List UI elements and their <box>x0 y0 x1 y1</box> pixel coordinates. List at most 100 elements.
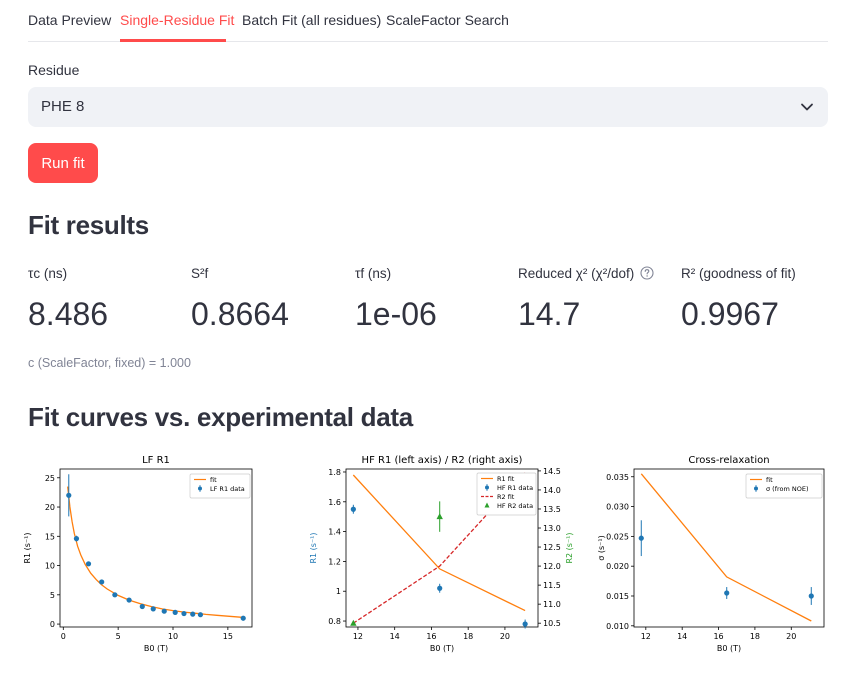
y-tick-label: 0 <box>50 620 55 629</box>
y-tick-label: 15 <box>45 532 55 541</box>
question-circle-icon[interactable] <box>640 266 654 280</box>
lf-r1-data-point <box>112 592 118 598</box>
metric-r2: R² (goodness of fit) 0.9967 <box>681 264 796 333</box>
active-tab-indicator <box>120 39 226 42</box>
y-tick-label: 1.6 <box>328 498 341 507</box>
fit-results-heading: Fit results <box>28 210 149 240</box>
tab-data-preview[interactable]: Data Preview <box>28 12 112 28</box>
metric-value: 8.486 <box>28 296 109 332</box>
legend-label: σ (from NOE) <box>766 485 809 493</box>
chevron-down-icon <box>801 103 813 111</box>
lf-r1-data-point <box>73 536 80 542</box>
legend-box <box>745 473 823 499</box>
metric-tau-c: τc (ns) 8.486 <box>28 264 108 333</box>
y-right-axis-label: R2 (s⁻¹) <box>565 532 574 563</box>
legend-label: LF R1 data <box>210 485 245 493</box>
metric-label: R² (goodness of fit) <box>681 265 796 281</box>
tab-batch-fit[interactable]: Batch Fit (all residues) <box>242 12 382 28</box>
y-right-tick-label: 11.0 <box>543 600 561 609</box>
lf-r1-data-point <box>197 612 204 618</box>
tab-scalefactor-search[interactable]: ScaleFactor Search <box>386 12 509 28</box>
y-right-tick-label: 14.0 <box>543 486 561 495</box>
x-tick-label: 16 <box>426 632 436 641</box>
y-axis-label: R1 (s⁻¹) <box>23 532 32 563</box>
x-tick-label: 14 <box>677 632 687 641</box>
x-tick-label: 5 <box>116 632 121 641</box>
y-right-tick-label: 13.5 <box>543 505 561 514</box>
x-axis-label: B0 (T) <box>144 644 168 653</box>
y-tick-label: 5 <box>50 591 55 600</box>
y-tick-label: 0.035 <box>606 473 629 482</box>
lf-r1-data-point <box>66 492 72 498</box>
x-tick-label: 18 <box>750 632 760 641</box>
metric-label: τc (ns) <box>28 265 68 281</box>
metric-reduced-chi2: Reduced χ² (χ²/dof) 14.7 <box>518 264 654 333</box>
metric-tau-f: τf (ns) 1e-06 <box>355 264 437 333</box>
tab-bar: Data Preview Single-Residue Fit Batch Fi… <box>28 0 828 42</box>
x-tick-label: 12 <box>353 632 363 641</box>
lf-r1-data-point <box>172 609 178 615</box>
lf-r1-data-point <box>150 606 156 612</box>
y-tick-label: 1.4 <box>328 528 341 537</box>
y-right-tick-label: 13.0 <box>543 524 561 533</box>
metric-value: 0.9967 <box>681 296 779 332</box>
y-tick-label: 0.010 <box>606 622 629 631</box>
legend-marker-swatch <box>198 486 202 491</box>
y-right-tick-label: 10.5 <box>543 619 561 628</box>
legend-box <box>476 472 537 516</box>
x-tick-label: 15 <box>223 632 233 641</box>
residue-select[interactable]: PHE 8 <box>28 87 828 127</box>
metric-label: Reduced χ² (χ²/dof) <box>518 265 635 281</box>
x-tick-label: 12 <box>641 632 651 641</box>
lf-r1-data-point <box>99 579 105 585</box>
fit-curves-heading: Fit curves vs. experimental data <box>28 402 413 432</box>
lf-r1-data-point <box>240 615 246 621</box>
chart-title: LF R1 <box>142 455 170 466</box>
legend-label: HF R2 data <box>497 502 533 510</box>
lf-r1-data-point <box>139 603 145 610</box>
tab-single-residue-fit[interactable]: Single-Residue Fit <box>120 12 235 28</box>
x-axis-label: B0 (T) <box>717 644 741 653</box>
legend-marker-swatch <box>484 502 490 508</box>
y-tick-label: 1 <box>336 587 341 596</box>
y-tick-label: 1.2 <box>328 557 341 566</box>
residue-select-value: PHE 8 <box>41 98 85 115</box>
lf-r1-data-point <box>181 610 187 617</box>
lf-r1-data-point <box>85 561 92 567</box>
x-tick-label: 14 <box>390 632 400 641</box>
chart-hf-r1-r2-svg: HF R1 (left axis) / R2 (right axis) 12 14 1… <box>309 455 574 653</box>
scalefactor-caption: c (ScaleFactor, fixed) = 1.000 <box>28 356 191 370</box>
metric-value: 1e-06 <box>355 296 437 332</box>
residue-label: Residue <box>28 62 80 78</box>
sigma-fit-line <box>640 473 812 622</box>
lf-r1-data-point <box>190 611 196 617</box>
chart-title: Cross-relaxation <box>688 455 769 466</box>
x-tick-label: 18 <box>463 632 473 641</box>
metric-label: τf (ns) <box>355 265 392 281</box>
legend-label: R1 fit <box>497 475 515 483</box>
y-tick-label: 0.030 <box>606 503 629 512</box>
metric-s2f: S²f 0.8664 <box>191 264 289 333</box>
y-axis-label: σ (s⁻¹) <box>597 535 606 560</box>
sigma-data-point <box>724 590 730 596</box>
y-tick-label: 25 <box>45 474 55 483</box>
y-right-tick-label: 11.5 <box>543 581 561 590</box>
y-tick-label: 1.8 <box>328 468 341 477</box>
y-right-tick-label: 14.5 <box>543 467 561 476</box>
hf-r2-data-point <box>350 619 357 626</box>
sigma-data-point <box>638 535 644 541</box>
legend-label: HF R1 data <box>497 484 533 492</box>
legend-marker-swatch <box>754 486 758 491</box>
x-tick-label: 0 <box>61 632 66 641</box>
legend-marker-swatch <box>485 485 489 490</box>
x-tick-label: 20 <box>500 632 510 641</box>
y-tick-label: 10 <box>45 562 55 571</box>
metric-value: 0.8664 <box>191 296 289 332</box>
y-right-tick-label: 12.0 <box>543 562 561 571</box>
metric-label: S²f <box>191 265 209 281</box>
chart-cross-relaxation: Cross-relaxation 12 14 16 18 20 0.010 0.015 0.02… <box>588 450 828 660</box>
run-fit-button[interactable]: Run fit <box>28 143 98 183</box>
y-tick-label: 0.025 <box>606 532 629 541</box>
y-tick-label: 0.015 <box>606 592 629 601</box>
hf-r1-data-point <box>350 506 356 512</box>
